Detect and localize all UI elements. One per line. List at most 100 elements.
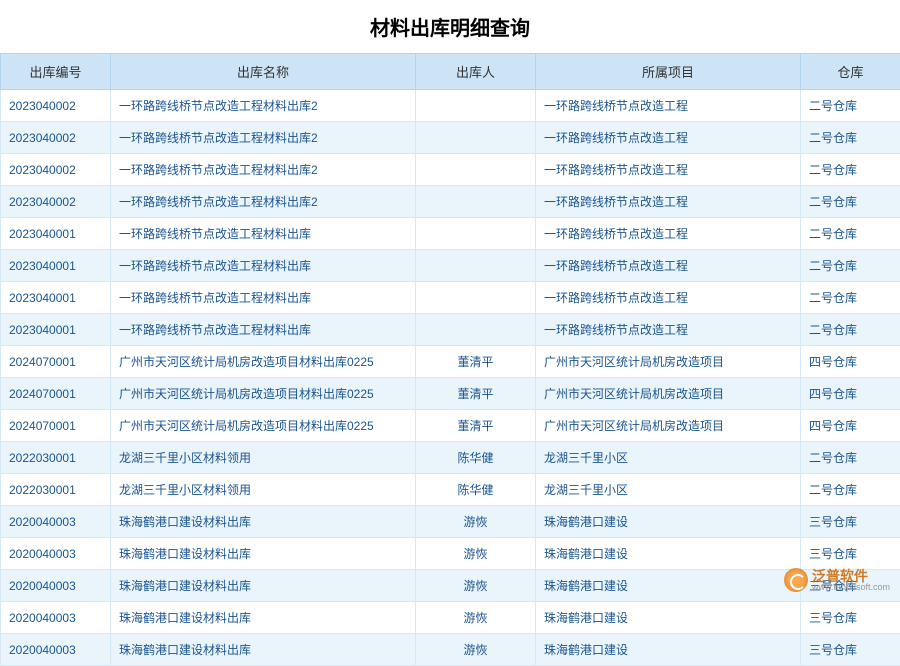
table-row[interactable]: 2023040002一环路跨线桥节点改造工程材料出库2一环路跨线桥节点改造工程二…: [1, 186, 900, 218]
table-cell: 广州市天河区统计局机房改造项目: [536, 378, 801, 410]
table-cell: 二号仓库: [801, 122, 900, 154]
table-cell: 一环路跨线桥节点改造工程材料出库2: [111, 154, 416, 186]
table-cell: 陈华健: [416, 442, 536, 474]
table-row[interactable]: 2020040003珠海鹤港口建设材料出库游恢珠海鹤港口建设三号仓库: [1, 570, 900, 602]
table-header-row: 出库编号 出库名称 出库人 所属项目 仓库: [1, 54, 900, 90]
table-cell: 2023040001: [1, 282, 111, 314]
table-cell: 游恢: [416, 602, 536, 634]
table-row[interactable]: 2022030001龙湖三千里小区材料领用陈华健龙湖三千里小区二号仓库: [1, 474, 900, 506]
table-cell: 一环路跨线桥节点改造工程: [536, 90, 801, 122]
table-cell: 广州市天河区统计局机房改造项目: [536, 346, 801, 378]
table-row[interactable]: 2020040003珠海鹤港口建设材料出库游恢珠海鹤港口建设三号仓库: [1, 634, 900, 666]
table-cell: 二号仓库: [801, 154, 900, 186]
table-row[interactable]: 2023040001一环路跨线桥节点改造工程材料出库 一环路跨线桥节点改造工程二号…: [1, 282, 900, 314]
col-header-person[interactable]: 出库人: [416, 54, 536, 90]
table-cell: 2020040003: [1, 506, 111, 538]
table-row[interactable]: 2020040003珠海鹤港口建设材料出库游恢珠海鹤港口建设三号仓库: [1, 602, 900, 634]
table-row[interactable]: 2023040001一环路跨线桥节点改造工程材料出库一环路跨线桥节点改造工程二号…: [1, 218, 900, 250]
page-title: 材料出库明细查询: [0, 0, 900, 53]
col-header-project[interactable]: 所属项目: [536, 54, 801, 90]
table-cell: 一环路跨线桥节点改造工程材料出库2: [111, 186, 416, 218]
table-cell: 龙湖三千里小区: [536, 474, 801, 506]
table-cell: 2024070001: [1, 378, 111, 410]
table-container: 出库编号 出库名称 出库人 所属项目 仓库 2023040002一环路跨线桥节点…: [0, 53, 900, 666]
table-cell: 2020040003: [1, 634, 111, 666]
col-header-id[interactable]: 出库编号: [1, 54, 111, 90]
table-row[interactable]: 2023040001一环路跨线桥节点改造工程材料出库一环路跨线桥节点改造工程二号…: [1, 314, 900, 346]
table-cell: 董清平: [416, 378, 536, 410]
table-cell: 一环路跨线桥节点改造工程材料出库: [111, 250, 416, 282]
table-cell: [416, 122, 536, 154]
table-row[interactable]: 2020040003珠海鹤港口建设材料出库游恢珠海鹤港口建设三号仓库: [1, 538, 900, 570]
table-cell: 珠海鹤港口建设材料出库: [111, 634, 416, 666]
table-row[interactable]: 2024070001广州市天河区统计局机房改造项目材料出库0225董清平广州市天…: [1, 378, 900, 410]
table-cell: 2024070001: [1, 410, 111, 442]
table-cell: 董清平: [416, 346, 536, 378]
table-cell: 董清平: [416, 410, 536, 442]
table-cell: 2023040001: [1, 250, 111, 282]
table-cell: 陈华健: [416, 474, 536, 506]
table-cell: 游恢: [416, 634, 536, 666]
table-cell: 龙湖三千里小区: [536, 442, 801, 474]
table-cell: 2023040001: [1, 218, 111, 250]
table-row[interactable]: 2020040003珠海鹤港口建设材料出库游恢珠海鹤港口建设三号仓库: [1, 506, 900, 538]
table-cell: 四号仓库: [801, 410, 900, 442]
table-cell: 珠海鹤港口建设: [536, 602, 801, 634]
table-cell: 2023040002: [1, 90, 111, 122]
table-cell: 三号仓库: [801, 602, 900, 634]
table-cell: 一环路跨线桥节点改造工程: [536, 122, 801, 154]
table-cell: 2024070001: [1, 346, 111, 378]
table-cell: 2022030001: [1, 442, 111, 474]
col-header-name[interactable]: 出库名称: [111, 54, 416, 90]
table-cell: 广州市天河区统计局机房改造项目材料出库0225: [111, 410, 416, 442]
table-cell: 2022030001: [1, 474, 111, 506]
table-cell: 珠海鹤港口建设材料出库: [111, 570, 416, 602]
table-cell: 广州市天河区统计局机房改造项目: [536, 410, 801, 442]
table-cell: 二号仓库: [801, 186, 900, 218]
table-cell: 四号仓库: [801, 378, 900, 410]
table-row[interactable]: 2023040001一环路跨线桥节点改造工程材料出库 一环路跨线桥节点改造工程二号…: [1, 250, 900, 282]
table-cell: 一环路跨线桥节点改造工程: [536, 250, 801, 282]
table-cell: 三号仓库: [801, 538, 900, 570]
table-cell: 2023040002: [1, 186, 111, 218]
table-cell: [416, 314, 536, 346]
table-row[interactable]: 2024070001广州市天河区统计局机房改造项目材料出库0225董清平广州市天…: [1, 410, 900, 442]
table-cell: 一环路跨线桥节点改造工程: [536, 314, 801, 346]
table-cell: 2023040001: [1, 314, 111, 346]
table-cell: 一环路跨线桥节点改造工程材料出库: [111, 282, 416, 314]
table-cell: 龙湖三千里小区材料领用: [111, 442, 416, 474]
table-cell: 一环路跨线桥节点改造工程材料出库2: [111, 122, 416, 154]
table-cell: 二号仓库: [801, 218, 900, 250]
col-header-warehouse[interactable]: 仓库: [801, 54, 900, 90]
table-cell: 游恢: [416, 570, 536, 602]
table-cell: 二号仓库: [801, 314, 900, 346]
watermark-brand: 泛普软件: [812, 569, 890, 583]
table-cell: 珠海鹤港口建设: [536, 506, 801, 538]
table-cell: 广州市天河区统计局机房改造项目材料出库0225: [111, 346, 416, 378]
table-cell: 一环路跨线桥节点改造工程材料出库2: [111, 90, 416, 122]
table-cell: 一环路跨线桥节点改造工程: [536, 282, 801, 314]
table-cell: 珠海鹤港口建设材料出库: [111, 538, 416, 570]
watermark-logo-icon: [784, 568, 808, 592]
table-cell: 2023040002: [1, 122, 111, 154]
table-cell: 一环路跨线桥节点改造工程: [536, 154, 801, 186]
table-cell: 珠海鹤港口建设: [536, 570, 801, 602]
table-row[interactable]: 2024070001广州市天河区统计局机房改造项目材料出库0225董清平广州市天…: [1, 346, 900, 378]
table-cell: 二号仓库: [801, 474, 900, 506]
table-cell: 珠海鹤港口建设: [536, 538, 801, 570]
table-cell: 一环路跨线桥节点改造工程: [536, 218, 801, 250]
table-cell: 二号仓库: [801, 442, 900, 474]
table-cell: 二号仓库: [801, 250, 900, 282]
table-row[interactable]: 2023040002一环路跨线桥节点改造工程材料出库2 一环路跨线桥节点改造工程二…: [1, 154, 900, 186]
table-cell: 四号仓库: [801, 346, 900, 378]
table-cell: 珠海鹤港口建设: [536, 634, 801, 666]
table-cell: 珠海鹤港口建设材料出库: [111, 506, 416, 538]
table-cell: 2020040003: [1, 538, 111, 570]
table-row[interactable]: 2023040002一环路跨线桥节点改造工程材料出库2 一环路跨线桥节点改造工程二…: [1, 90, 900, 122]
table-row[interactable]: 2023040002一环路跨线桥节点改造工程材料出库2 一环路跨线桥节点改造工程二…: [1, 122, 900, 154]
table-cell: 二号仓库: [801, 282, 900, 314]
table-cell: 二号仓库: [801, 90, 900, 122]
watermark-url: www.fanpusoft.com: [812, 583, 890, 592]
table-row[interactable]: 2022030001龙湖三千里小区材料领用陈华健龙湖三千里小区二号仓库: [1, 442, 900, 474]
table-cell: 2023040002: [1, 154, 111, 186]
